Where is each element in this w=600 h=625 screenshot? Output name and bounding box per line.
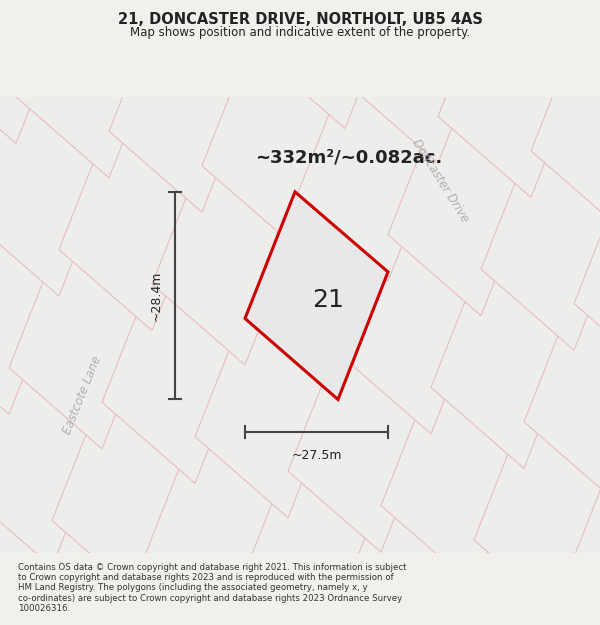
Polygon shape <box>0 207 59 414</box>
Polygon shape <box>0 478 52 625</box>
Polygon shape <box>0 596 2 625</box>
Polygon shape <box>431 261 574 468</box>
Polygon shape <box>2 512 145 625</box>
Polygon shape <box>0 97 205 474</box>
Polygon shape <box>16 0 159 178</box>
Text: ~28.4m: ~28.4m <box>150 271 163 321</box>
Text: ~27.5m: ~27.5m <box>291 449 342 462</box>
Polygon shape <box>188 581 331 625</box>
Polygon shape <box>345 0 488 163</box>
Polygon shape <box>474 414 600 621</box>
Text: Map shows position and indicative extent of the property.: Map shows position and indicative extent… <box>130 26 470 39</box>
Polygon shape <box>195 310 338 518</box>
Polygon shape <box>152 158 295 365</box>
Polygon shape <box>66 0 209 59</box>
Polygon shape <box>424 532 567 625</box>
Polygon shape <box>0 0 66 143</box>
Polygon shape <box>9 241 152 449</box>
Polygon shape <box>524 295 600 503</box>
Polygon shape <box>331 498 474 625</box>
Polygon shape <box>59 123 202 331</box>
Polygon shape <box>159 0 302 94</box>
Polygon shape <box>285 97 600 404</box>
Polygon shape <box>0 325 9 532</box>
Polygon shape <box>202 39 345 247</box>
Polygon shape <box>481 142 600 350</box>
Polygon shape <box>574 177 600 384</box>
Polygon shape <box>52 394 195 601</box>
Polygon shape <box>438 0 581 198</box>
Text: 21, DONCASTER DRIVE, NORTHOLT, UB5 4AS: 21, DONCASTER DRIVE, NORTHOLT, UB5 4AS <box>118 12 482 28</box>
Polygon shape <box>488 0 600 79</box>
Text: ~332m²/~0.082ac.: ~332m²/~0.082ac. <box>255 149 442 167</box>
Polygon shape <box>517 566 600 625</box>
Polygon shape <box>95 547 238 625</box>
Polygon shape <box>0 359 102 567</box>
Polygon shape <box>145 428 288 625</box>
Text: Eastcote Lane: Eastcote Lane <box>61 354 104 436</box>
Text: Doncaster Drive: Doncaster Drive <box>409 137 471 224</box>
Polygon shape <box>567 448 600 625</box>
Polygon shape <box>295 74 438 281</box>
Polygon shape <box>238 462 381 625</box>
Polygon shape <box>0 89 109 296</box>
Polygon shape <box>381 379 524 587</box>
Polygon shape <box>0 54 16 262</box>
Polygon shape <box>102 276 245 483</box>
Polygon shape <box>245 192 388 399</box>
Polygon shape <box>388 108 531 316</box>
Polygon shape <box>338 226 481 434</box>
Text: 21: 21 <box>313 288 344 312</box>
Polygon shape <box>581 0 600 114</box>
Polygon shape <box>252 0 395 129</box>
Polygon shape <box>531 24 600 232</box>
Polygon shape <box>288 344 431 552</box>
Text: Contains OS data © Crown copyright and database right 2021. This information is : Contains OS data © Crown copyright and d… <box>18 562 407 613</box>
Polygon shape <box>109 5 252 212</box>
